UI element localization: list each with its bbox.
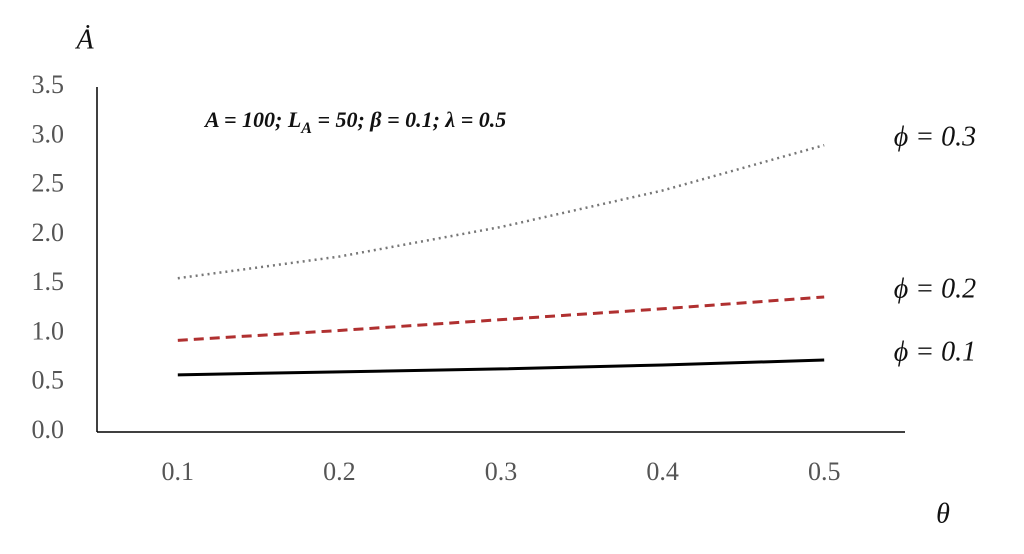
- x-tick-label: 0.1: [162, 457, 195, 486]
- series-line: [177, 143, 825, 280]
- annotation-subscript: A: [300, 120, 312, 137]
- series-line: [177, 295, 825, 342]
- y-tick-label: 0.0: [32, 415, 65, 444]
- x-tick-label: 0.4: [646, 457, 679, 486]
- y-tick-label: 3.5: [32, 70, 65, 99]
- x-tick-label: 0.5: [808, 457, 841, 486]
- series-line: [177, 358, 825, 377]
- series-label: ϕ = 0.3: [894, 122, 976, 153]
- x-axis-label: θ: [936, 498, 950, 529]
- series-label: ϕ = 0.1: [894, 336, 976, 367]
- y-tick-label: 0.5: [32, 366, 65, 395]
- annotation-part: = 50; β = 0.1; λ = 0.5: [312, 107, 506, 132]
- y-tick-label: 1.0: [32, 316, 65, 345]
- y-tick-label: 3.0: [32, 119, 65, 148]
- y-tick-label: 2.0: [32, 218, 65, 247]
- series-label: ϕ = 0.2: [894, 273, 976, 304]
- x-tick-label: 0.2: [323, 457, 356, 486]
- y-tick-label: 2.5: [32, 169, 65, 198]
- annotation-part: A = 100; L: [203, 107, 301, 132]
- y-tick-label: 1.5: [32, 267, 65, 296]
- x-tick-label: 0.3: [485, 457, 518, 486]
- annotation: A = 100; LA = 50; β = 0.1; λ = 0.5: [203, 107, 506, 137]
- y-axis-label: Ȧ: [74, 24, 94, 55]
